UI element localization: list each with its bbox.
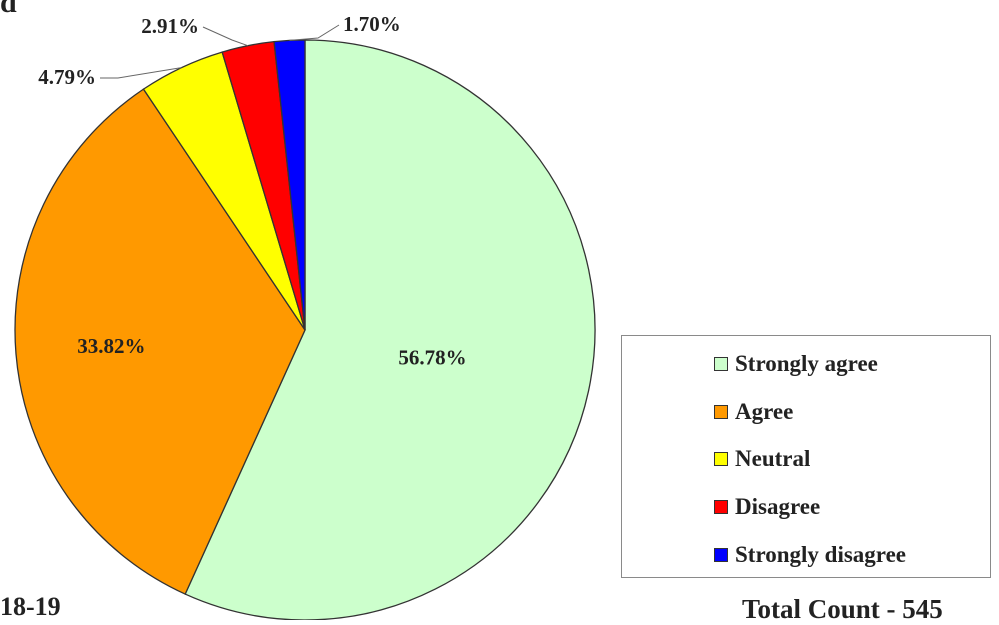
chart-legend: Strongly agree Agree Neutral Disagree St… <box>621 335 991 578</box>
year-label: 18-19 <box>0 592 61 621</box>
legend-item-agree: Agree <box>714 399 793 425</box>
slice-label-strongly-agree: 56.78% <box>398 346 466 370</box>
leader-line-strongly-disagree <box>289 24 340 41</box>
legend-label-agree: Agree <box>735 399 794 424</box>
legend-label-strongly-disagree: Strongly disagree <box>735 542 907 567</box>
legend-swatch-agree <box>714 405 728 419</box>
legend-label-disagree: Disagree <box>735 494 821 519</box>
legend-swatch-neutral <box>714 452 728 466</box>
legend-item-disagree: Disagree <box>714 494 820 520</box>
legend-item-strongly-disagree: Strongly disagree <box>714 542 906 568</box>
slice-label-neutral: 4.79% <box>38 65 96 89</box>
legend-swatch-disagree <box>714 500 728 514</box>
pie-slice-strongly-agree <box>184 39 596 621</box>
legend-swatch-strongly-agree <box>714 357 728 371</box>
pie-slice-agree <box>14 88 306 595</box>
total-count-label: Total Count - 545 <box>742 594 943 624</box>
legend-item-neutral: Neutral <box>714 446 810 472</box>
legend-item-strongly-agree: Strongly agree <box>714 351 878 377</box>
legend-label-strongly-agree: Strongly agree <box>735 351 878 376</box>
slice-label-disagree: 2.91% <box>141 14 199 38</box>
legend-label-neutral: Neutral <box>735 446 811 471</box>
panel-letter: d <box>0 0 17 19</box>
slice-label-agree: 33.82% <box>77 334 145 358</box>
leader-line-neutral <box>100 67 182 79</box>
legend-swatch-strongly-disagree <box>714 548 728 562</box>
leader-line-disagree <box>202 26 249 47</box>
slice-label-strongly-disagree: 1.70% <box>343 12 401 36</box>
